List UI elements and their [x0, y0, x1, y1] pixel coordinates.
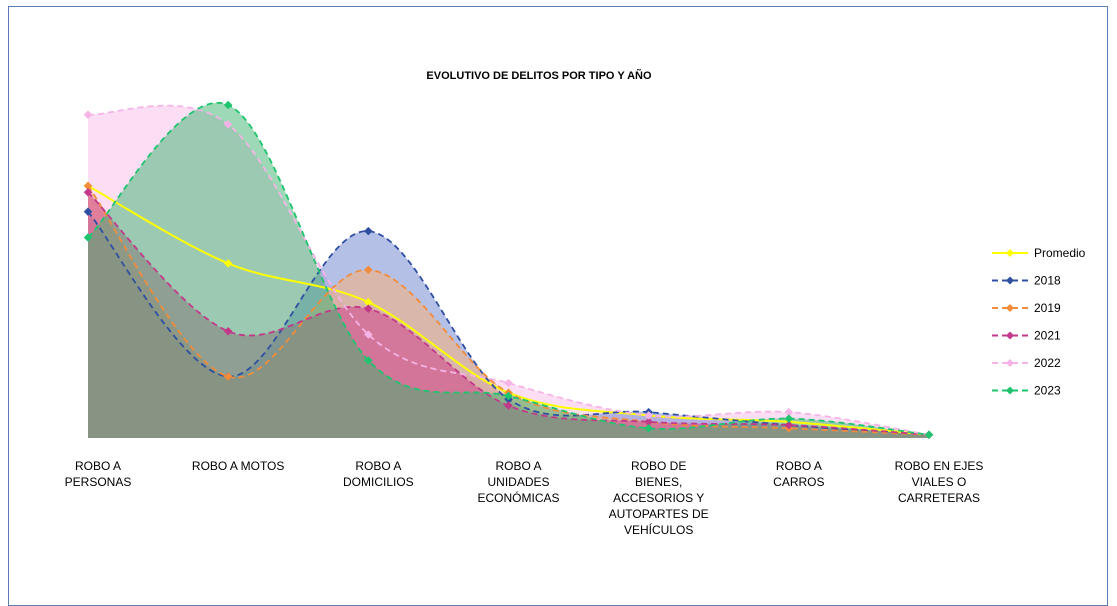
marker-2023-1	[223, 100, 233, 110]
category-label: ROBO A UNIDADES ECONÓMICAS	[477, 459, 559, 505]
legend-item-Promedio: Promedio	[992, 246, 1086, 260]
chart-title: EVOLUTIVO DE DELITOS POR TIPO Y AÑO	[426, 69, 652, 82]
category-label-line: ROBO A	[495, 459, 541, 473]
marker-2021-3	[504, 401, 513, 411]
category-label-line: ACCESORIOS Y	[613, 491, 704, 505]
legend-label: 2021	[1034, 329, 1061, 343]
category-label-line: DOMICILIOS	[343, 475, 414, 489]
category-label-line: CARRETERAS	[898, 491, 980, 505]
category-label: ROBO A MOTOS	[192, 459, 284, 473]
line-2019	[87, 185, 930, 436]
marker-2021-1	[223, 326, 233, 336]
legend-label: 2023	[1034, 384, 1061, 398]
line-2023	[87, 101, 930, 436]
marker-Promedio-1	[223, 259, 233, 268]
category-label-line: VEHÍCULOS	[624, 522, 693, 537]
legend: Promedio 2018 2019 2021 2022 2023	[992, 246, 1086, 398]
legend-item-2021: 2021	[992, 329, 1061, 343]
category-labels: ROBO A PERSONAS ROBO A MOTOS ROBO A DOMICILI…	[65, 459, 984, 537]
legend-swatch-marker	[1006, 304, 1014, 312]
marker-2019-2	[363, 265, 373, 275]
category-label: ROBO DE BIENES, ACCESORIOS Y AUTOPARTES DE V…	[609, 459, 709, 537]
category-label-line: ROBO EN EJES	[895, 459, 984, 473]
marker-2021-2	[363, 304, 373, 314]
category-label-line: UNIDADES	[487, 475, 549, 489]
marker-2021-5	[784, 420, 794, 430]
legend-label: 2022	[1034, 356, 1061, 370]
category-label: ROBO A CARROS	[773, 459, 824, 489]
category-label-line: ROBO A	[75, 459, 121, 473]
category-label-line: PERSONAS	[65, 475, 132, 489]
marker-2023-4	[644, 423, 654, 433]
legend-item-2019: 2019	[992, 301, 1061, 315]
area-2023	[88, 102, 929, 438]
marker-2022-1	[223, 120, 233, 129]
category-label: ROBO A DOMICILIOS	[343, 459, 414, 489]
category-label: ROBO A PERSONAS	[65, 459, 132, 489]
legend-label: 2018	[1034, 274, 1061, 288]
legend-item-2023: 2023	[992, 384, 1061, 398]
marker-2019-1	[223, 372, 233, 381]
legend-swatch-marker	[1006, 249, 1014, 257]
legend-swatch-marker	[1006, 359, 1014, 367]
category-label-line: VIALES O	[912, 475, 967, 489]
category-label-line: ROBO A MOTOS	[192, 459, 284, 473]
marker-2018-2	[363, 226, 373, 236]
legend-item-2018: 2018	[992, 274, 1061, 288]
legend-swatch-marker	[1006, 386, 1014, 395]
legend-swatch-marker	[1006, 276, 1014, 285]
category-label-line: ROBO A	[355, 459, 401, 473]
category-label-line: CARROS	[773, 475, 824, 489]
category-label-line: ROBO A	[776, 459, 822, 473]
category-label-line: AUTOPARTES DE	[609, 507, 709, 521]
legend-item-2022: 2022	[992, 356, 1061, 370]
category-label-line: ROBO DE	[631, 459, 686, 473]
marker-2018-0	[83, 207, 93, 217]
category-label: ROBO EN EJES VIALES O CARRETERAS	[895, 459, 984, 505]
marker-2022-2	[363, 330, 373, 339]
marker-2023-6	[924, 430, 934, 440]
legend-label: Promedio	[1034, 246, 1086, 260]
marker-2022-4	[644, 411, 654, 420]
marker-2023-2	[363, 356, 373, 365]
area-fills	[88, 102, 929, 438]
category-label-line: BIENES,	[635, 475, 682, 489]
marker-2021-0	[83, 187, 93, 197]
marker-2023-0	[83, 233, 93, 242]
marker-2022-0	[83, 110, 93, 120]
legend-swatch-marker	[1006, 331, 1014, 340]
legend-label: 2019	[1034, 301, 1061, 315]
marker-2023-3	[504, 391, 513, 401]
marker-2022-3	[504, 378, 513, 388]
marker-2023-5	[784, 414, 794, 423]
series-markers	[83, 100, 934, 440]
category-label-line: ECONÓMICAS	[477, 490, 559, 505]
